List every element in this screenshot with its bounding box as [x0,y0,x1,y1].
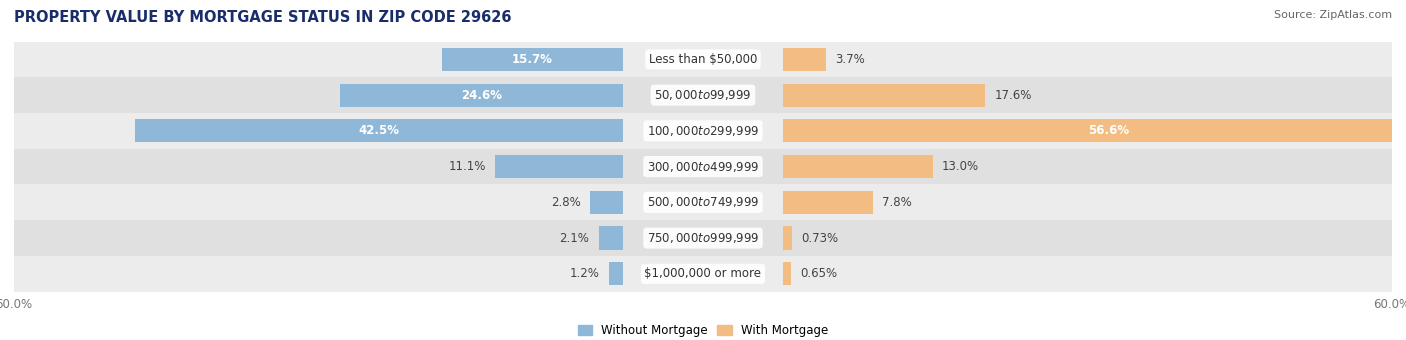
Text: 2.1%: 2.1% [560,232,589,244]
Text: 0.73%: 0.73% [801,232,838,244]
Text: $750,000 to $999,999: $750,000 to $999,999 [647,231,759,245]
Bar [14,77,1392,113]
Text: Source: ZipAtlas.com: Source: ZipAtlas.com [1274,10,1392,20]
Bar [14,113,1392,149]
Text: 1.2%: 1.2% [569,267,599,280]
Bar [443,48,623,71]
Bar [783,191,873,214]
Text: $1,000,000 or more: $1,000,000 or more [644,267,762,280]
Text: 56.6%: 56.6% [1088,124,1129,137]
Text: 17.6%: 17.6% [994,89,1032,102]
Bar [135,119,623,142]
Text: $500,000 to $749,999: $500,000 to $749,999 [647,195,759,209]
Bar [14,185,1392,220]
Bar [783,48,825,71]
Text: 11.1%: 11.1% [449,160,486,173]
Bar [14,256,1392,292]
Text: $300,000 to $499,999: $300,000 to $499,999 [647,159,759,174]
Bar [783,84,986,107]
Text: 15.7%: 15.7% [512,53,553,66]
Bar [14,220,1392,256]
Text: 42.5%: 42.5% [359,124,399,137]
Text: $50,000 to $99,999: $50,000 to $99,999 [654,88,752,102]
Text: 2.8%: 2.8% [551,196,581,209]
Bar [609,262,623,286]
Text: 7.8%: 7.8% [882,196,912,209]
Text: $100,000 to $299,999: $100,000 to $299,999 [647,124,759,138]
Bar [14,149,1392,185]
Bar [783,262,790,286]
Bar [783,226,792,250]
Bar [495,155,623,178]
Bar [783,119,1406,142]
Legend: Without Mortgage, With Mortgage: Without Mortgage, With Mortgage [574,319,832,340]
Text: 24.6%: 24.6% [461,89,502,102]
Text: Less than $50,000: Less than $50,000 [648,53,758,66]
Text: 3.7%: 3.7% [835,53,865,66]
Text: PROPERTY VALUE BY MORTGAGE STATUS IN ZIP CODE 29626: PROPERTY VALUE BY MORTGAGE STATUS IN ZIP… [14,10,512,25]
Bar [14,41,1392,77]
Bar [340,84,623,107]
Bar [599,226,623,250]
Text: 13.0%: 13.0% [942,160,979,173]
Bar [591,191,623,214]
Bar [783,155,932,178]
Text: 0.65%: 0.65% [800,267,837,280]
